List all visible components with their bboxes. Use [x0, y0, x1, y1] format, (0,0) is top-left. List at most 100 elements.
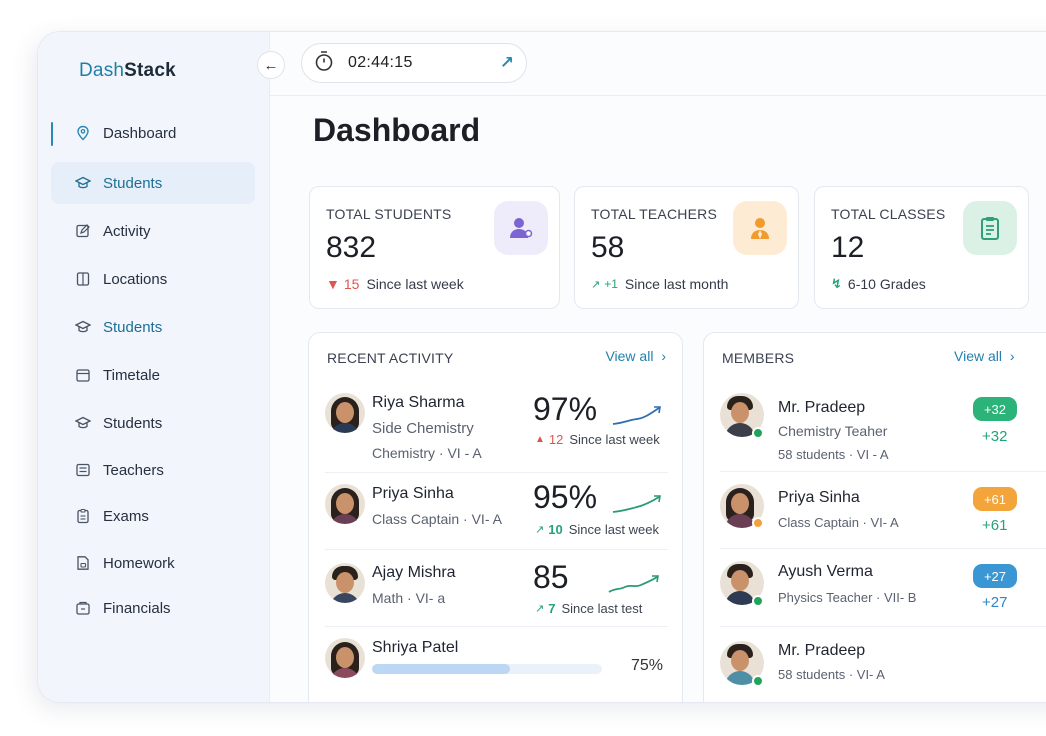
sidebar-item-dashboard[interactable]: Dashboard: [51, 112, 255, 154]
student-role: Math · VI- a: [372, 590, 446, 606]
sidebar-item-students[interactable]: Students: [51, 162, 255, 204]
sidebar-item-label: Homework: [103, 554, 175, 572]
sidebar-item-exams[interactable]: Exams: [51, 495, 255, 537]
sidebar-item-label: Students: [103, 414, 163, 432]
row-divider: [325, 626, 668, 627]
avatar: [325, 563, 365, 603]
stat-since: Since last week: [366, 276, 464, 292]
view-all-label: View all: [605, 348, 654, 364]
online-status-icon: [752, 427, 764, 439]
member-meta: 58 students · VI - A: [778, 447, 889, 462]
since-text: Since last week: [568, 522, 660, 537]
sidebar-item-activity[interactable]: Activity: [51, 210, 255, 252]
stat-sub: ↯ 6-10 Grades: [831, 276, 926, 292]
progress-fill: [372, 664, 510, 674]
sidebar-item-students-2[interactable]: Students: [51, 306, 255, 348]
progress-bar: [372, 664, 602, 674]
sidebar-item-label: Activity: [103, 222, 151, 240]
triangle-up-icon: ▲: [535, 434, 545, 445]
sidebar-item-teachers[interactable]: Teachers: [51, 449, 255, 491]
arrow-up-right-icon: ↗: [535, 603, 545, 615]
score-since: ▲ 12 Since last week: [535, 432, 660, 447]
header-divider: [270, 95, 1046, 96]
avatar: [325, 393, 365, 433]
member-name[interactable]: Ayush Verma: [778, 563, 873, 580]
since-text: Since last test: [561, 601, 643, 616]
student-name[interactable]: Shriya Patel: [372, 639, 459, 656]
score-value: 85: [533, 559, 569, 595]
score-delta: 7: [548, 601, 556, 616]
sparkline-icon: [612, 495, 661, 513]
graduation-cap-icon: [75, 319, 91, 335]
trend-icon: ↯: [831, 276, 842, 291]
stat-label: TOTAL TEACHERS: [591, 206, 717, 222]
graduation-cap-icon: [75, 175, 91, 191]
sidebar-item-homework[interactable]: Homework: [51, 542, 255, 584]
stat-value: 58: [591, 231, 625, 264]
arrow-up-right-icon: ↗: [591, 278, 601, 291]
score-delta: 10: [548, 522, 563, 537]
expand-arrow-icon[interactable]: ↗: [499, 53, 514, 72]
stat-sub: ▼ 15 Since last week: [326, 276, 464, 292]
progress-label: 75%: [631, 657, 664, 674]
row-divider: [325, 472, 668, 473]
score-since: ↗ 10 Since last week: [535, 522, 659, 537]
score-value: 95%: [533, 479, 598, 515]
row-divider: [720, 471, 1046, 472]
book-icon: [75, 271, 91, 287]
sidebar-item-timetale[interactable]: Timetale: [51, 354, 255, 396]
sidebar-item-students-3[interactable]: Students: [51, 402, 255, 444]
member-name[interactable]: Mr. Pradeep: [778, 642, 866, 659]
member-name[interactable]: Mr. Pradeep: [778, 399, 866, 416]
timer-widget[interactable]: 02:44:15 ↗: [301, 43, 527, 83]
sparkline-icon: [608, 575, 659, 593]
wallet-icon: [75, 600, 91, 616]
view-all-link[interactable]: View all ›: [605, 348, 666, 364]
online-status-icon: [752, 517, 764, 529]
student-name[interactable]: Priya Sinha: [372, 485, 454, 502]
panel-title: RECENT ACTIVITY: [327, 350, 454, 366]
location-pin-icon: [75, 125, 91, 141]
timer-value: 02:44:15: [348, 54, 413, 71]
sidebar-item-label: Locations: [103, 270, 168, 288]
brand-logo[interactable]: DashStack: [79, 60, 176, 81]
clipboard-icon: [963, 201, 1017, 255]
avatar: [720, 641, 764, 685]
student-name[interactable]: Riya Sharma: [372, 394, 465, 411]
stat-value: 12: [831, 231, 865, 264]
sidebar-item-locations[interactable]: Locations: [51, 258, 255, 300]
list-icon: [75, 462, 91, 478]
back-button[interactable]: ←: [257, 51, 285, 79]
teacher-icon: [733, 201, 787, 255]
member-role: 58 students · VI- A: [778, 667, 885, 682]
sidebar-item-label: Exams: [103, 507, 149, 525]
stat-card-classes[interactable]: TOTAL CLASSES 12 ↯ 6-10 Grades: [814, 186, 1029, 309]
stat-card-students[interactable]: TOTAL STUDENTS 832 ▼ 15 Since last week: [309, 186, 560, 309]
row-divider: [720, 548, 1046, 549]
member-role: Chemistry Teaher: [778, 423, 888, 439]
view-all-label: View all: [954, 348, 1002, 364]
stat-since: 6-10 Grades: [847, 276, 926, 292]
panel-title: MEMBERS: [722, 350, 795, 366]
sidebar-item-label: Students: [103, 318, 163, 336]
score-value: 97%: [533, 391, 598, 427]
chevron-right-icon: ›: [1009, 348, 1015, 364]
row-divider: [325, 549, 668, 550]
sidebar-item-label: Dashboard: [103, 124, 177, 142]
avatar: [720, 393, 764, 437]
student-meta: Chemistry · VI - A: [372, 445, 482, 461]
member-name[interactable]: Priya Sinha: [778, 489, 860, 506]
sidebar-item-financials[interactable]: Financials: [51, 587, 255, 629]
arrow-left-icon: ←: [263, 56, 279, 74]
member-role: Class Captain · VI- A: [778, 515, 899, 530]
online-status-icon: [752, 595, 764, 607]
student-name[interactable]: Ajay Mishra: [372, 564, 456, 581]
view-all-link[interactable]: View all ›: [954, 348, 1015, 364]
member-role: Physics Teacher · VII- B: [778, 590, 917, 605]
stat-card-teachers[interactable]: TOTAL TEACHERS 58 ↗ +1 Since last month: [574, 186, 799, 309]
online-status-icon: [752, 675, 764, 687]
stat-delta: 15: [343, 276, 360, 292]
edit-icon: [75, 223, 91, 239]
sidebar-item-label: Timetale: [103, 366, 160, 384]
member-badge: +27: [973, 564, 1017, 588]
